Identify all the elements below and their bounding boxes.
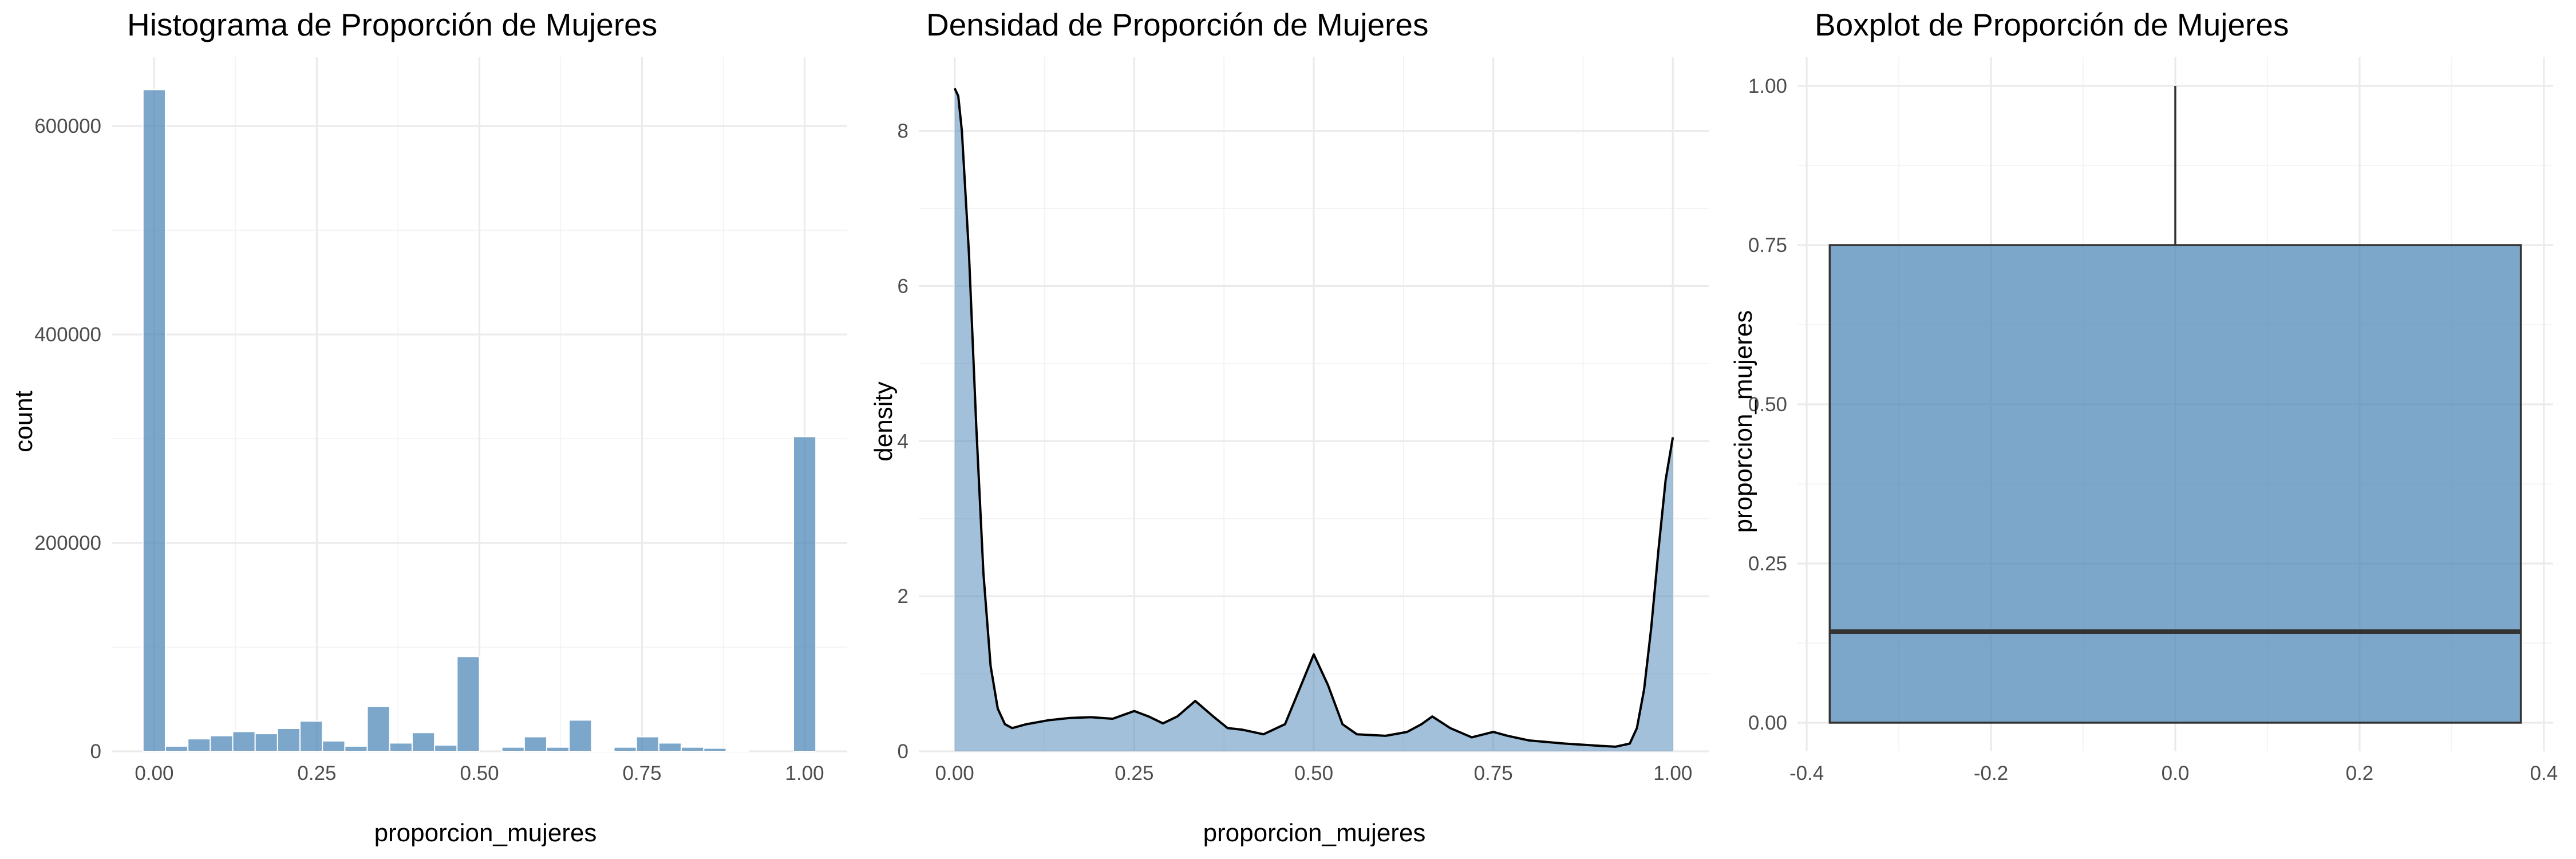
density-y-tick-labels: 0 2 4 6 8 xyxy=(898,120,908,763)
histogram-bar xyxy=(523,736,548,752)
histogram-gridlines xyxy=(112,57,847,752)
histogram-bar xyxy=(501,746,525,752)
x-tick-label: 0.25 xyxy=(1115,762,1153,785)
density-y-axis-title: density xyxy=(870,381,898,461)
x-tick-label: 0.0 xyxy=(2162,762,2190,785)
histogram-bar xyxy=(366,706,390,752)
histogram-bar xyxy=(681,746,705,752)
histogram-bar xyxy=(658,742,682,752)
x-tick-label: 0.00 xyxy=(135,762,173,785)
histogram-x-axis-title: proporcion_mujeres xyxy=(374,819,597,847)
histogram-bar xyxy=(568,719,592,752)
histogram-x-tick-labels: 0.00 0.25 0.50 0.75 1.00 xyxy=(135,762,824,785)
histogram-y-tick-labels: 0 200000 400000 600000 xyxy=(34,115,101,763)
histogram-bar xyxy=(546,746,570,752)
density-panel: 0.00 0.25 0.50 0.75 1.00 0 2 4 6 8 Densidad de P… xyxy=(870,7,1709,847)
x-tick-label: -0.2 xyxy=(1974,762,2008,785)
x-tick-label: -0.4 xyxy=(1789,762,1824,785)
boxplot-y-tick-labels: 0.00 0.25 0.50 0.75 1.00 xyxy=(1748,75,1787,734)
histogram-bar xyxy=(591,750,615,752)
histogram-y-axis-title: count xyxy=(10,391,38,452)
box-iqr xyxy=(1828,244,2522,724)
histogram-bar xyxy=(456,656,480,752)
histogram-bar xyxy=(434,744,458,752)
x-tick-label: 1.00 xyxy=(785,762,824,785)
y-tick-label: 0.25 xyxy=(1748,553,1787,575)
y-tick-label: 0 xyxy=(898,740,908,763)
x-tick-label: 0.50 xyxy=(1294,762,1333,785)
boxplot-panel: -0.4 -0.2 0.0 0.2 0.4 0.00 0.25 0.50 0.75 1.00 B… xyxy=(1729,7,2558,785)
y-tick-label: 400000 xyxy=(34,324,101,346)
density-gridlines xyxy=(919,57,1709,752)
y-tick-label: 600000 xyxy=(34,115,101,137)
y-tick-label: 0.75 xyxy=(1748,234,1787,257)
histogram-bar xyxy=(792,436,817,752)
histogram-bar xyxy=(344,745,368,752)
histogram-bar xyxy=(635,736,659,752)
histogram-bar xyxy=(276,727,301,752)
boxplot-y-axis-title: proporcion_mujeres xyxy=(1729,310,1757,533)
histogram-bar xyxy=(322,740,346,752)
histogram-bar xyxy=(299,720,323,752)
histogram-bar xyxy=(142,89,167,752)
boxplot-title: Boxplot de Proporción de Mujeres xyxy=(1815,7,2289,42)
density-marks xyxy=(953,88,1674,752)
density-title: Densidad de Proporción de Mujeres xyxy=(926,7,1428,42)
y-tick-label: 200000 xyxy=(34,532,101,554)
histogram-bar xyxy=(254,733,278,752)
y-tick-label: 0.50 xyxy=(1748,393,1787,416)
density-line xyxy=(953,88,1674,748)
x-tick-label: 1.00 xyxy=(1653,762,1692,785)
histogram-bar xyxy=(210,735,234,752)
x-tick-label: 0.50 xyxy=(460,762,499,785)
histogram-bar xyxy=(232,731,256,752)
y-tick-label: 0 xyxy=(90,740,101,763)
histogram-title: Histograma de Proporción de Mujeres xyxy=(127,7,657,42)
boxplot-marks xyxy=(1828,86,2522,724)
histogram-bar xyxy=(411,732,436,752)
x-tick-label: 0.2 xyxy=(2346,762,2374,785)
y-tick-label: 6 xyxy=(898,275,908,297)
y-tick-label: 4 xyxy=(898,430,908,452)
x-tick-label: 0.00 xyxy=(935,762,974,785)
y-tick-label: 2 xyxy=(898,585,908,608)
histogram-bar xyxy=(389,742,413,752)
histogram-panel: 0.00 0.25 0.50 0.75 1.00 0 200000 400000 600000… xyxy=(10,7,847,847)
histogram-bar xyxy=(703,747,727,752)
x-tick-label: 0.4 xyxy=(2530,762,2558,785)
histogram-bar xyxy=(165,745,189,752)
x-tick-label: 0.75 xyxy=(622,762,661,785)
histogram-bar xyxy=(187,738,211,752)
x-tick-label: 0.25 xyxy=(297,762,336,785)
y-tick-label: 1.00 xyxy=(1748,75,1787,97)
histogram-bar xyxy=(725,750,749,752)
histogram-bar xyxy=(613,746,637,752)
y-tick-label: 0.00 xyxy=(1748,712,1787,734)
boxplot-x-tick-labels: -0.4 -0.2 0.0 0.2 0.4 xyxy=(1789,762,2558,785)
density-x-tick-labels: 0.00 0.25 0.50 0.75 1.00 xyxy=(935,762,1693,785)
histogram-bars xyxy=(142,89,817,752)
density-x-axis-title: proporcion_mujeres xyxy=(1203,819,1426,847)
y-tick-label: 8 xyxy=(898,120,908,143)
x-tick-label: 0.75 xyxy=(1474,762,1513,785)
